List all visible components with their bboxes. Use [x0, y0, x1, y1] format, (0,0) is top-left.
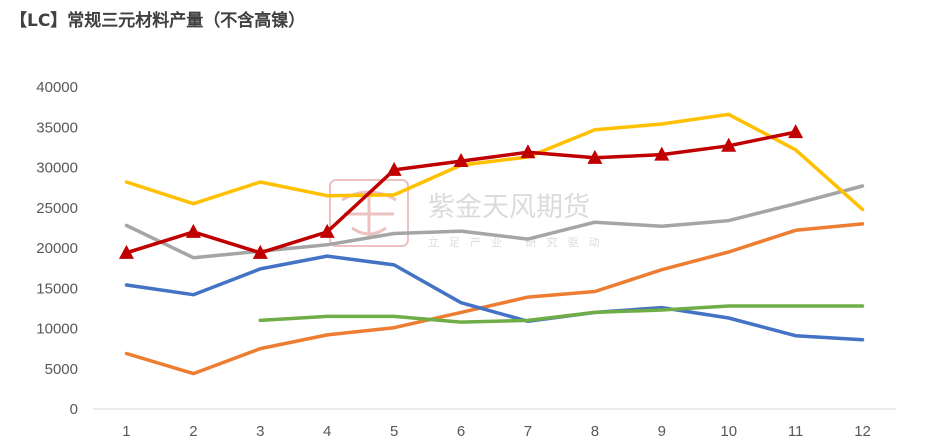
data-point-marker — [185, 223, 201, 238]
series-1 — [124, 222, 865, 376]
x-tick-label: 9 — [658, 423, 666, 440]
data-point-marker — [654, 146, 670, 161]
series-4-line — [124, 254, 865, 342]
x-tick-label: 11 — [788, 423, 804, 440]
series-2 — [124, 184, 865, 260]
y-tick-label: 20000 — [36, 240, 78, 257]
x-tick-label: 10 — [720, 423, 737, 440]
watermark-slogan: 立足产业 研究驱动 — [428, 235, 610, 249]
x-tick-label: 8 — [591, 423, 599, 440]
series-4 — [124, 254, 865, 342]
y-tick-label: 40000 — [36, 79, 78, 96]
y-tick-label: 25000 — [36, 200, 78, 217]
x-tick-label: 5 — [390, 423, 398, 440]
series-layer — [118, 112, 865, 376]
y-tick-label: 35000 — [36, 119, 78, 136]
y-tick-label: 0 — [70, 401, 78, 418]
data-point-marker — [587, 149, 603, 164]
series-1-line — [124, 222, 865, 376]
x-tick-label: 7 — [524, 423, 532, 440]
series-2-line — [124, 184, 865, 260]
y-tick-label: 5000 — [45, 361, 78, 378]
x-tick-label: 4 — [323, 423, 331, 440]
series-5-line — [258, 304, 865, 324]
watermark-brand: 紫金天风期货 — [428, 192, 590, 223]
x-tick-label: 12 — [854, 423, 871, 440]
axes: 0 5000 10000 15000 20000 25000 30000 35000 40000… — [36, 79, 896, 440]
y-tick-label: 15000 — [36, 280, 78, 297]
watermark: 紫金天风期货 立足产业 研究驱动 — [329, 179, 610, 249]
data-point-marker — [453, 153, 469, 168]
chart-title: 【LC】常规三元材料产量（不含高镍） — [10, 11, 306, 31]
x-tick-label: 6 — [457, 423, 465, 440]
series-3-line — [124, 112, 865, 212]
data-point-marker — [788, 124, 804, 139]
data-point-marker — [319, 223, 335, 238]
x-tick-label: 1 — [122, 423, 130, 440]
y-tick-label: 30000 — [36, 160, 78, 177]
x-tick-label: 3 — [256, 423, 264, 440]
data-point-marker — [252, 244, 268, 259]
series-6 — [118, 124, 804, 259]
series-5 — [258, 304, 865, 324]
data-point-marker — [520, 144, 536, 159]
y-tick-label: 10000 — [36, 321, 78, 338]
data-point-marker — [386, 161, 402, 176]
data-point-marker — [721, 137, 737, 152]
x-tick-label: 2 — [189, 423, 197, 440]
data-point-marker — [118, 244, 134, 259]
